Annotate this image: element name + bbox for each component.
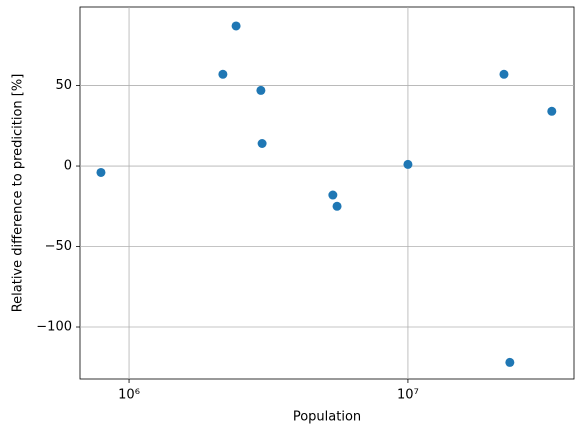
- plot-frame: [79, 6, 575, 380]
- y-tick-label: 0: [64, 159, 72, 174]
- data-point: [403, 159, 413, 169]
- x-axis-label: Population: [293, 410, 361, 425]
- data-point: [96, 167, 106, 177]
- data-point: [257, 139, 267, 149]
- data-point: [328, 190, 338, 200]
- data-point: [505, 357, 515, 367]
- data-point: [231, 21, 241, 31]
- data-point: [499, 69, 509, 79]
- y-axis-label: Relative difference to predicition [%]: [11, 74, 26, 313]
- y-tick-label: −100: [36, 320, 72, 335]
- y-tick-label: 50: [55, 78, 72, 93]
- data-point: [218, 69, 228, 79]
- x-tick-label: 10⁷: [397, 388, 419, 403]
- y-tick-label: −50: [45, 239, 72, 254]
- data-point: [547, 106, 557, 116]
- data-point: [332, 201, 342, 211]
- data-point: [256, 85, 266, 95]
- x-tick-label: 10⁶: [118, 388, 140, 403]
